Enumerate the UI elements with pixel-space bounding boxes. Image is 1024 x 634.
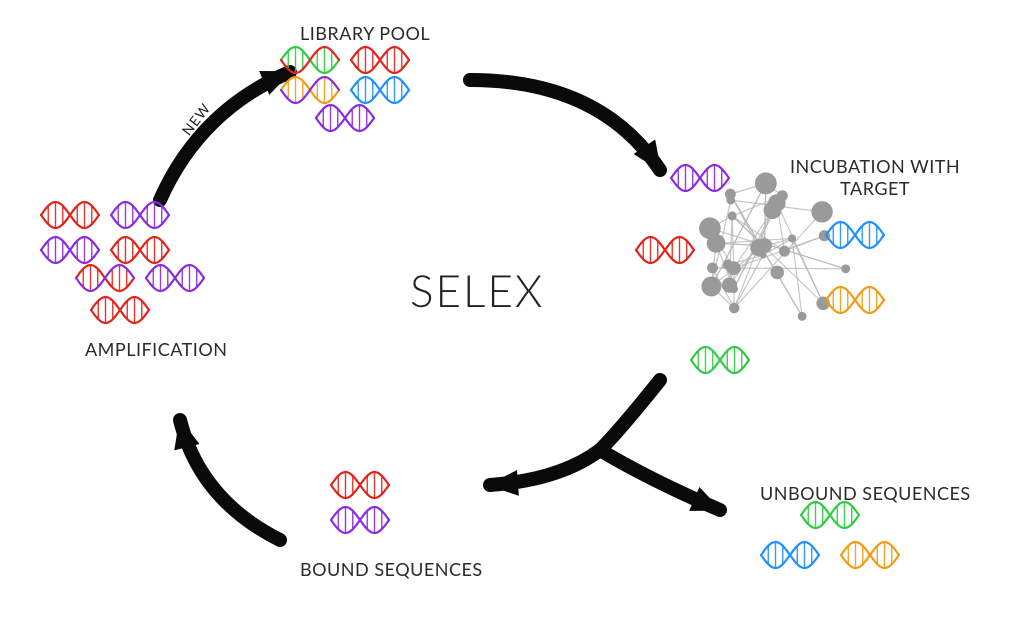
dna-icon <box>331 507 389 533</box>
dna-icon <box>41 202 99 228</box>
dna-icon <box>761 542 819 568</box>
dna-icon <box>351 77 409 103</box>
dna-icon <box>826 222 884 248</box>
dna-icon <box>331 472 389 498</box>
dna-icon <box>91 297 149 323</box>
arrow-branch-to-unbound <box>600 450 722 511</box>
dna-icon <box>636 237 694 263</box>
dna-icon <box>691 347 749 373</box>
diagram-svg <box>0 0 1024 634</box>
arrow-branch-to-bound <box>488 450 600 496</box>
dna-icon <box>281 47 339 73</box>
arrow-bound-to-amp <box>174 418 280 540</box>
dna-icon <box>801 502 859 528</box>
dna-icon <box>841 542 899 568</box>
dna-icon <box>41 237 99 263</box>
dna-icon <box>76 265 134 291</box>
dna-icon <box>281 77 339 103</box>
arrow-amp-to-pool <box>160 71 292 200</box>
arrow-incubation-branch-stem <box>600 380 660 450</box>
dna-icon <box>826 287 884 313</box>
dna-icon <box>111 237 169 263</box>
dna-icon <box>316 105 374 131</box>
selex-diagram: { "canvas": { "width": 1024, "height": 6… <box>0 0 1024 634</box>
dna-icon <box>146 265 204 291</box>
dna-icon <box>351 47 409 73</box>
dna-icon <box>111 202 169 228</box>
dna-icon <box>671 165 729 191</box>
arrow-pool-to-incubation <box>470 80 661 172</box>
